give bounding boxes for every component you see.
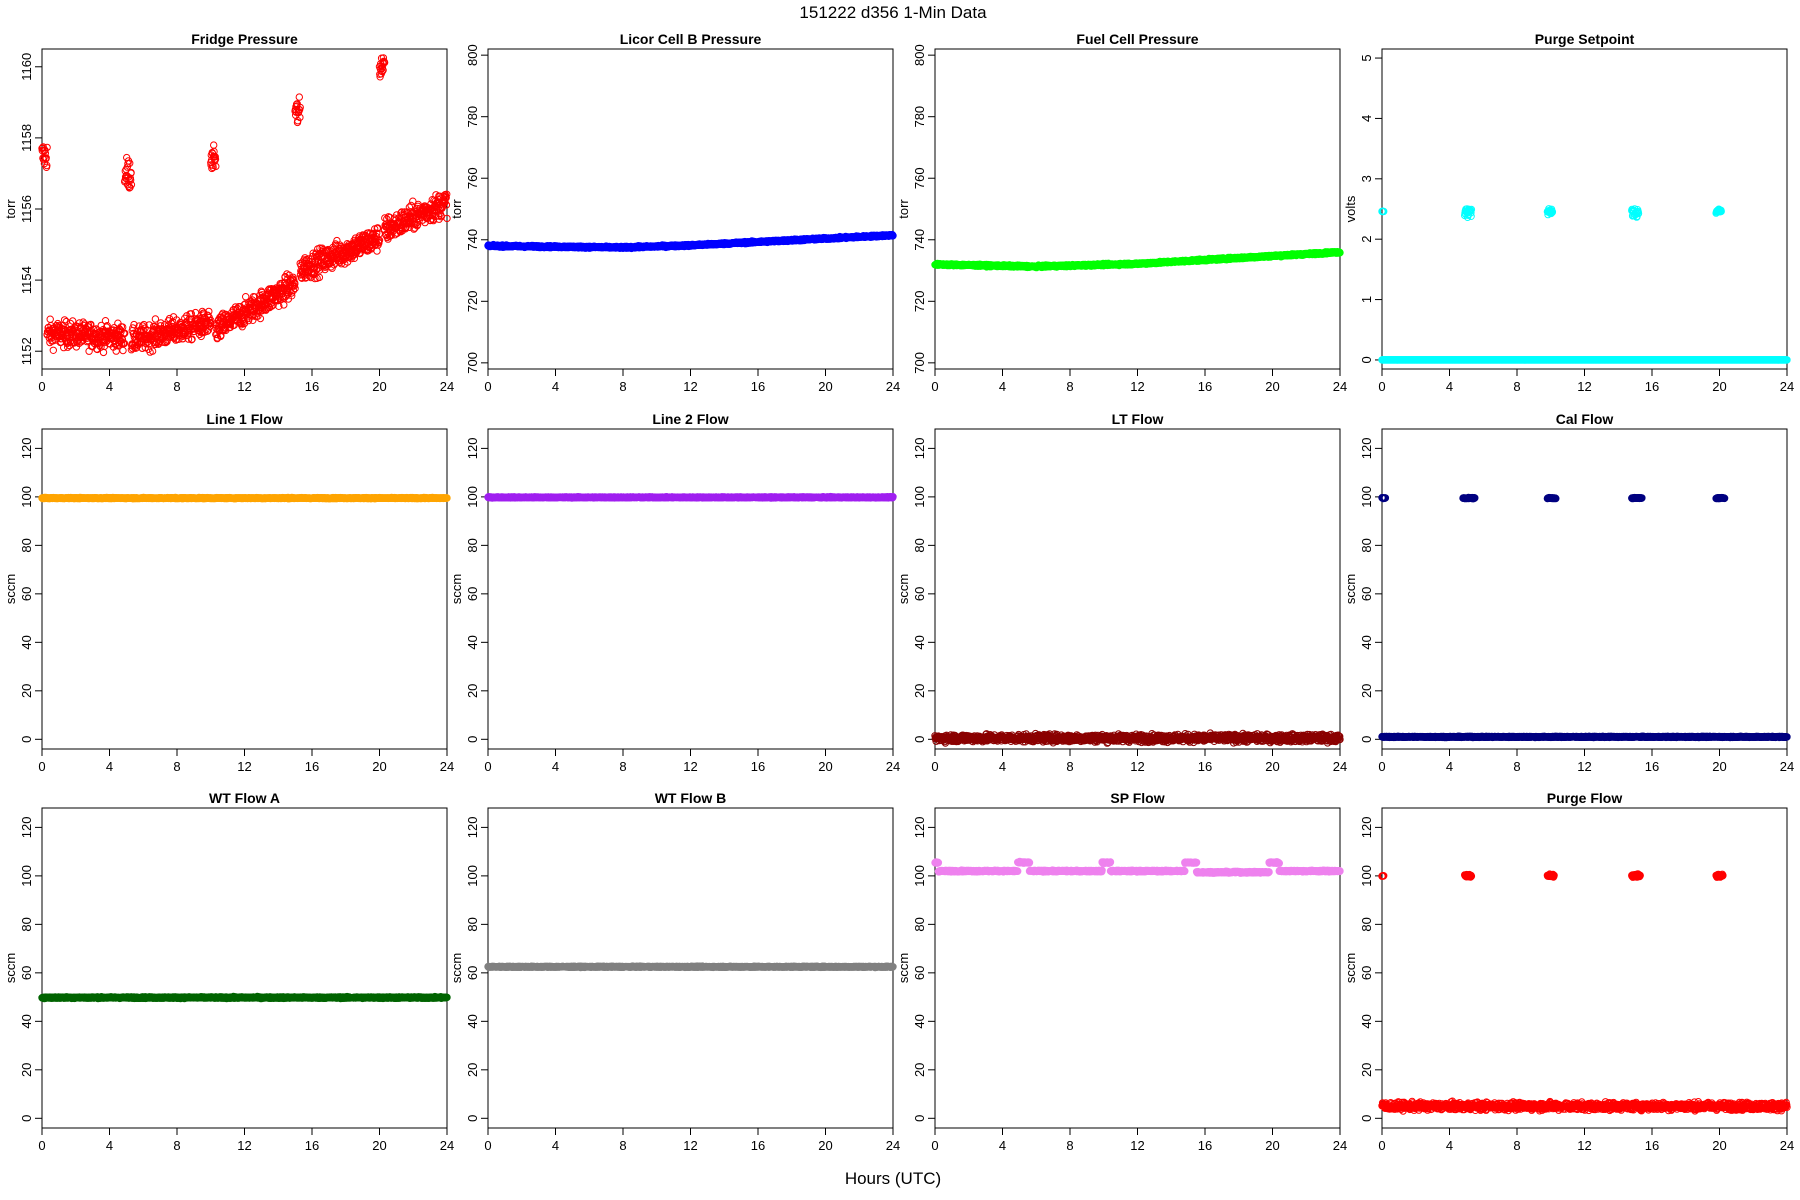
y-tick-label: 740 bbox=[465, 229, 480, 251]
data-points-fuel-cell-pressure bbox=[932, 249, 1343, 271]
data-points-purge-setpoint bbox=[1379, 206, 1790, 363]
plot-frame bbox=[488, 49, 893, 369]
panel-title: Purge Setpoint bbox=[1535, 31, 1635, 47]
x-tick-label: 24 bbox=[886, 379, 900, 394]
y-tick-label: 4 bbox=[1359, 115, 1374, 122]
y-tick-label: 760 bbox=[912, 167, 927, 189]
y-tick-label: 780 bbox=[465, 106, 480, 128]
x-tick-label: 8 bbox=[173, 379, 180, 394]
y-tick-label: 1158 bbox=[19, 124, 34, 152]
x-tick-label: 20 bbox=[1265, 379, 1279, 394]
panel-licor-cell-b-pressure: Licor Cell B Pressure torr 0 4 8 12 16 20 24 700 7… bbox=[449, 31, 900, 394]
y-tick-label: 700 bbox=[912, 352, 927, 374]
x-tick-label: 4 bbox=[1446, 379, 1453, 394]
x-tick-label: 4 bbox=[999, 379, 1006, 394]
y-tick-label: 800 bbox=[465, 44, 480, 66]
x-axis-label: Hours (UTC) bbox=[845, 1169, 941, 1188]
data-point bbox=[1337, 249, 1343, 255]
data-points-licor-cell-b-pressure bbox=[485, 231, 896, 251]
data-point bbox=[50, 347, 56, 353]
data-points-fridge-pressure bbox=[39, 55, 450, 356]
x-tick-label: 4 bbox=[552, 379, 559, 394]
data-point bbox=[296, 94, 302, 100]
y-axis-label: torr bbox=[449, 199, 464, 219]
y-tick-label: 0 bbox=[1359, 356, 1374, 363]
panel-fridge-pressure: Fridge Pressure torr 0 4 8 12 16 20 24 1152 1154 11… bbox=[3, 31, 454, 394]
x-tick-label: 16 bbox=[305, 379, 319, 394]
x-tick-label: 24 bbox=[1333, 379, 1347, 394]
x-tick-label: 8 bbox=[1513, 379, 1520, 394]
y-tick-label: 780 bbox=[912, 106, 927, 128]
data-point bbox=[316, 274, 322, 280]
panel-title: Licor Cell B Pressure bbox=[620, 31, 762, 47]
y-tick-label: 2 bbox=[1359, 236, 1374, 243]
data-point bbox=[243, 294, 249, 300]
x-tick-label: 20 bbox=[372, 379, 386, 394]
y-axis-label: torr bbox=[896, 199, 911, 219]
x-tick-label: 0 bbox=[484, 379, 491, 394]
x-tick-label: 8 bbox=[619, 379, 626, 394]
x-tick-label: 20 bbox=[1712, 379, 1726, 394]
x-tick-label: 12 bbox=[1577, 379, 1591, 394]
x-tick-label: 16 bbox=[1645, 379, 1659, 394]
y-tick-label: 1154 bbox=[19, 266, 34, 294]
x-tick-label: 4 bbox=[106, 379, 113, 394]
x-tick-label: 12 bbox=[1130, 379, 1144, 394]
x-tick-label: 0 bbox=[1378, 379, 1385, 394]
x-tick-label: 8 bbox=[1066, 379, 1073, 394]
y-tick-label: 760 bbox=[465, 167, 480, 189]
x-tick-label: 24 bbox=[440, 379, 454, 394]
y-tick-label: 1 bbox=[1359, 296, 1374, 303]
panel-title: Fridge Pressure bbox=[191, 31, 298, 47]
plot-frame bbox=[1382, 49, 1787, 369]
panel-fuel-cell-pressure: Fuel Cell Pressure torr 0 4 8 12 16 20 24 700 720 7… bbox=[896, 31, 1347, 394]
y-tick-label: 800 bbox=[912, 44, 927, 66]
panel-title: Fuel Cell Pressure bbox=[1076, 31, 1198, 47]
x-tick-label: 12 bbox=[237, 379, 251, 394]
y-tick-label: 1152 bbox=[19, 337, 34, 365]
data-point bbox=[374, 248, 380, 254]
y-axis-label: volts bbox=[1343, 195, 1358, 222]
y-tick-label: 5 bbox=[1359, 54, 1374, 61]
data-point bbox=[211, 142, 217, 148]
data-point bbox=[120, 347, 126, 353]
y-tick-label: 740 bbox=[912, 229, 927, 251]
x-tick-label: 0 bbox=[931, 379, 938, 394]
y-tick-label: 1160 bbox=[19, 53, 34, 81]
data-point bbox=[100, 349, 106, 355]
y-tick-label: 1156 bbox=[19, 195, 34, 223]
data-point bbox=[890, 233, 896, 239]
y-axis-label: torr bbox=[3, 199, 18, 219]
y-tick-label: 3 bbox=[1359, 175, 1374, 182]
x-tick-label: 12 bbox=[683, 379, 697, 394]
y-tick-label: 720 bbox=[912, 290, 927, 312]
panel-purge-setpoint: Purge Setpointvolts0 4 8 12 16 20 24012345 bbox=[1343, 31, 1794, 394]
y-tick-label: 700 bbox=[465, 352, 480, 374]
x-tick-label: 24 bbox=[1780, 379, 1794, 394]
data-point bbox=[47, 316, 53, 322]
x-tick-label: 16 bbox=[751, 379, 765, 394]
figure-title: 151222 d356 1-Min Data bbox=[799, 3, 987, 22]
x-tick-label: 0 bbox=[38, 379, 45, 394]
y-tick-label: 720 bbox=[465, 290, 480, 312]
plot-frame bbox=[935, 49, 1340, 369]
x-tick-label: 16 bbox=[1198, 379, 1212, 394]
x-tick-label: 20 bbox=[818, 379, 832, 394]
